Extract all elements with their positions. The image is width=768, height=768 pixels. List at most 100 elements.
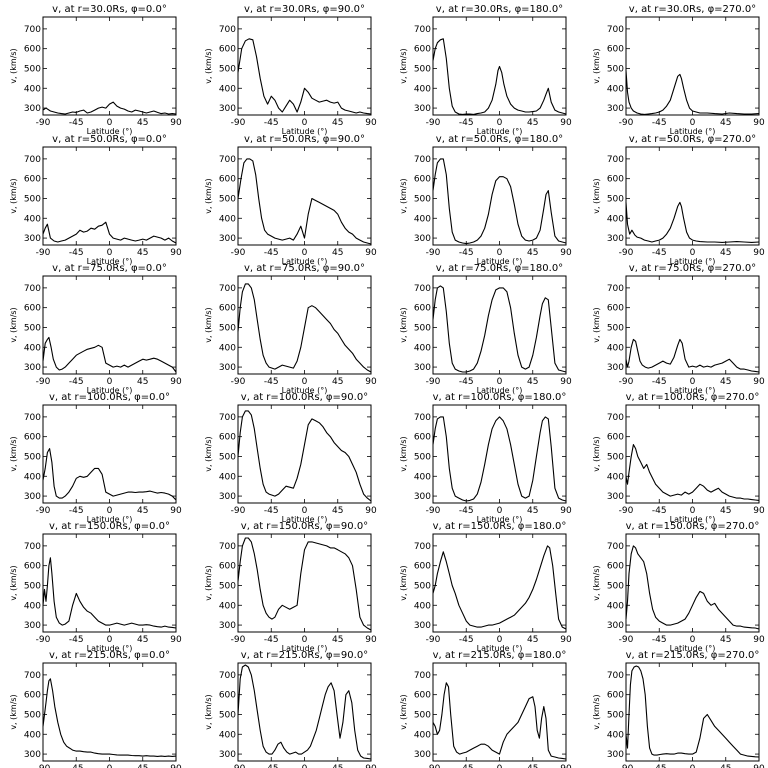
x-tick-label: 0 [690,635,696,645]
x-tick-label: -45 [69,635,84,645]
x-tick-label: 45 [720,248,731,258]
x-tick-label: -90 [619,248,634,258]
x-tick-label: -90 [36,118,51,128]
y-tick-label: 300 [219,750,236,760]
y-tick-label: 600 [219,175,236,185]
y-tick-label: 400 [607,214,624,224]
x-axis-label: Latitude (°) [87,386,133,395]
y-tick-label: 600 [414,304,431,314]
plot-frame [625,275,760,375]
x-tick-label: -90 [426,118,441,128]
plot-frame [42,404,177,504]
x-tick-label: 45 [332,248,343,258]
y-tick-label: 700 [24,542,41,552]
x-tick-label: 0 [302,248,308,258]
panel-23: v, at r=215.0Rs, φ=270.0° -90 -45 0 45 90 300 4… [592,650,765,768]
series-line [432,158,567,245]
panel-4: v, at r=50.0Rs, φ=0.0° -90 -45 0 45 90 300 400 5… [9,134,182,266]
y-axis-label: v, (km/s) [399,436,408,471]
x-axis-label: Latitude (°) [670,127,716,136]
x-tick-label: -45 [264,377,279,387]
panel-5: v, at r=50.0Rs, φ=90.0° -90 -45 0 45 90 300 400… [204,134,377,266]
y-tick-label: 700 [24,413,41,423]
y-axis-label: v, (km/s) [9,48,18,83]
x-tick-label: -45 [264,118,279,128]
x-tick-label: 0 [497,506,503,516]
y-tick-label: 600 [414,691,431,701]
x-tick-label: -90 [36,248,51,258]
x-tick-label: 0 [690,506,696,516]
x-tick-label: 45 [720,764,731,768]
y-tick-label: 300 [219,621,236,631]
x-tick-label: 45 [137,506,148,516]
y-tick-label: 700 [219,155,236,165]
x-axis-label: Latitude (°) [87,127,133,136]
series-line [237,38,372,115]
x-tick-label: 45 [527,377,538,387]
plot-frame [42,16,177,116]
y-tick-label: 400 [607,730,624,740]
y-tick-label: 600 [219,691,236,701]
y-tick-label: 300 [607,363,624,373]
x-tick-label: -45 [459,248,474,258]
series-line [432,545,567,630]
y-tick-label: 300 [607,492,624,502]
y-tick-label: 500 [24,581,41,591]
panel-title: v, at r=30.0Rs, φ=0.0° [52,4,167,15]
panel-0: v, at r=30.0Rs, φ=0.0° -90 -45 0 45 90 300 400 5… [9,4,182,136]
y-tick-label: 700 [414,542,431,552]
y-tick-label: 600 [24,562,41,572]
x-tick-label: 90 [753,764,765,768]
x-tick-label: 90 [560,118,572,128]
panel-7: v, at r=50.0Rs, φ=270.0° -90 -45 0 45 90 300 40… [592,134,765,266]
x-tick-label: -90 [426,506,441,516]
plot-frame [625,404,760,504]
y-tick-label: 700 [607,542,624,552]
y-tick-label: 300 [219,363,236,373]
x-tick-label: -90 [231,506,246,516]
y-tick-label: 600 [24,45,41,55]
panel-title: v, at r=50.0Rs, φ=0.0° [52,134,167,145]
panel-17: v, at r=150.0Rs, φ=90.0° -90 -45 0 45 90 300 40… [204,521,377,653]
panel-title: v, at r=215.0Rs, φ=0.0° [49,650,170,661]
series-line [432,416,567,502]
y-axis-label: v, (km/s) [204,565,213,600]
x-tick-label: 90 [753,118,765,128]
y-axis-label: v, (km/s) [9,565,18,600]
plot-frame [432,662,567,762]
plot-frame [42,533,177,633]
panel-title: v, at r=215.0Rs, φ=270.0° [626,650,760,661]
x-tick-label: 45 [332,118,343,128]
panel-title: v, at r=75.0Rs, φ=180.0° [436,263,563,274]
panel-9: v, at r=75.0Rs, φ=90.0° -90 -45 0 45 90 300 400… [204,263,377,395]
x-tick-label: -90 [36,764,51,768]
x-tick-label: 90 [365,377,377,387]
y-tick-label: 300 [607,750,624,760]
x-tick-label: 0 [690,118,696,128]
y-tick-label: 400 [219,84,236,94]
panel-title: v, at r=150.0Rs, φ=90.0° [241,521,368,532]
x-tick-label: 90 [753,635,765,645]
x-tick-label: 45 [137,635,148,645]
panel-title: v, at r=75.0Rs, φ=90.0° [244,263,365,274]
x-tick-label: -90 [619,506,634,516]
y-tick-label: 400 [24,214,41,224]
x-tick-label: 45 [720,635,731,645]
y-axis-label: v, (km/s) [204,694,213,729]
x-tick-label: 90 [170,118,182,128]
x-tick-label: 0 [302,377,308,387]
x-tick-label: 90 [170,635,182,645]
series-line [432,38,567,115]
series-line [42,101,177,115]
x-axis-label: Latitude (°) [477,644,523,653]
y-tick-label: 600 [24,175,41,185]
y-tick-label: 300 [24,492,41,502]
panel-title: v, at r=30.0Rs, φ=90.0° [244,4,365,15]
y-tick-label: 500 [607,581,624,591]
x-tick-label: 90 [365,118,377,128]
x-tick-label: -45 [264,248,279,258]
panel-title: v, at r=75.0Rs, φ=0.0° [52,263,167,274]
y-tick-label: 600 [219,45,236,55]
panel-12: v, at r=100.0Rs, φ=0.0° -90 -45 0 45 90 300 400… [9,392,182,524]
plot-frame [432,404,567,504]
